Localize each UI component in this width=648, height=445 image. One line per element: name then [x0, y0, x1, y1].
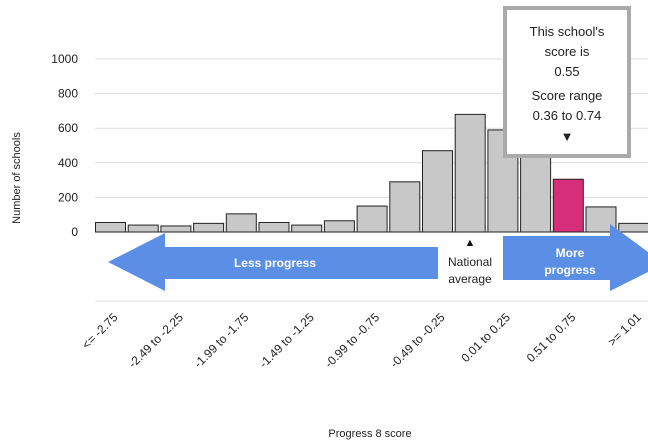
bar: [323, 220, 355, 233]
bar: [127, 224, 159, 233]
callout-score-line2: score is: [545, 44, 590, 59]
bar: [618, 222, 648, 233]
national-average-label-line1: National: [448, 255, 492, 269]
y-axis-ticks: 0 200 400 600 800 1000: [51, 52, 78, 239]
x-tick-label: <= -2.75: [79, 310, 121, 352]
x-axis-title: Progress 8 score: [328, 428, 411, 440]
y-axis-title: Number of schools: [11, 132, 23, 224]
national-average-marker: ▲: [465, 237, 476, 249]
national-average-label-line2: average: [448, 272, 492, 286]
bar: [454, 113, 486, 233]
callout-range-line1: Score range: [532, 88, 603, 103]
y-tick-label: 200: [58, 190, 78, 204]
bar: [422, 150, 453, 233]
y-tick-label: 0: [71, 225, 78, 239]
x-tick-label: -0.49 to -0.25: [387, 310, 448, 371]
x-tick-label: 0.51 to 0.75: [524, 310, 579, 365]
y-tick-label: 600: [58, 121, 78, 135]
less-progress-arrow: [108, 233, 438, 291]
callout-score-line1: This school's: [530, 24, 605, 39]
x-tick-label: -1.99 to -1.75: [191, 310, 252, 371]
x-tick-label: -2.49 to -2.25: [126, 310, 187, 371]
y-tick-label: 800: [58, 87, 78, 101]
more-progress-label-line1: More: [556, 246, 585, 260]
bar: [95, 221, 126, 233]
bar: [258, 221, 290, 233]
x-tick-label: -0.99 to -0.75: [322, 310, 383, 371]
y-tick-label: 1000: [51, 52, 78, 66]
bar: [225, 213, 257, 233]
callout-pointer: ▼: [561, 129, 574, 144]
callout-score-line3: 0.55: [554, 64, 579, 79]
x-tick-label: -1.49 to -1.25: [256, 310, 317, 371]
less-progress-label: Less progress: [234, 256, 316, 270]
bar: [160, 225, 192, 233]
more-progress-arrow: [503, 224, 648, 291]
y-tick-label: 400: [58, 156, 78, 170]
bars: [95, 113, 648, 233]
bar: [389, 181, 421, 233]
bar: [193, 222, 225, 233]
callout-range-line2: 0.36 to 0.74: [533, 108, 602, 123]
x-tick-label: 0.01 to 0.25: [458, 310, 513, 365]
bar: [356, 205, 388, 233]
highlighted-bar: [552, 178, 584, 233]
more-progress-label-line2: progress: [544, 263, 596, 277]
school-score-callout: This school's score is 0.55 Score range …: [503, 6, 631, 158]
bar: [291, 224, 323, 233]
x-axis-tick-labels: <= -2.75 -2.49 to -2.25 -1.99 to -1.75 -1.4…: [79, 310, 644, 371]
bar: [520, 151, 552, 233]
x-tick-label: >= 1.01: [605, 310, 644, 349]
